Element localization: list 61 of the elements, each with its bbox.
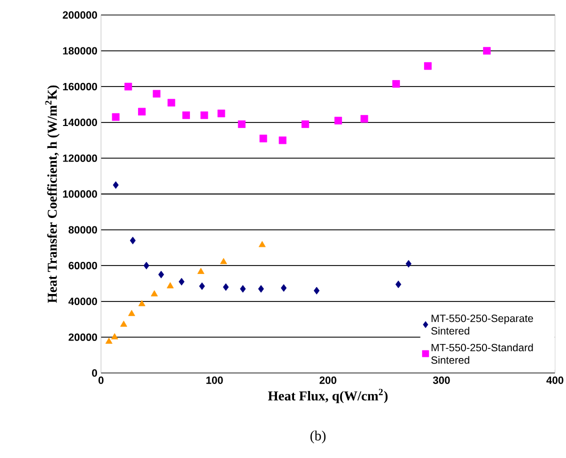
point (168, 98, 176, 107)
point (138, 300, 146, 306)
point (166, 282, 174, 288)
x-tick-label: 0 (98, 376, 104, 384)
point (360, 115, 368, 123)
point (334, 116, 342, 124)
point (150, 290, 158, 296)
point (218, 110, 226, 118)
point (406, 260, 412, 268)
point (200, 111, 208, 120)
y-axis-title: Heat Transfer Coefficient, h (W/m$^{2}$K) (45, 85, 60, 303)
point (120, 320, 128, 327)
point (178, 278, 184, 286)
point (138, 108, 146, 116)
x-tick-label: 200 (320, 376, 336, 384)
point (144, 262, 150, 270)
point (130, 236, 136, 244)
point (222, 283, 229, 291)
point (220, 258, 228, 264)
point (105, 338, 112, 344)
x-tick-label: 100 (206, 376, 223, 384)
point (395, 280, 402, 288)
y-tick-label: 100000 (63, 190, 98, 198)
point (158, 270, 164, 278)
point (424, 62, 432, 70)
legend-label: MT-550-250-Standard Sintered (431, 344, 533, 364)
point (199, 282, 205, 290)
point (483, 46, 491, 55)
y-tick-label: 160000 (63, 82, 98, 90)
point (392, 80, 400, 88)
point (112, 181, 119, 189)
x-tick-label: 400 (546, 376, 564, 384)
point (152, 90, 160, 98)
point (124, 82, 132, 90)
point (112, 113, 120, 121)
point (314, 286, 320, 294)
point (280, 284, 287, 292)
text: (b) (310, 430, 326, 444)
point (258, 285, 264, 293)
point (260, 134, 268, 142)
y-tick-label: 60000 (68, 262, 98, 270)
y-tick-label: 20000 (68, 333, 98, 341)
point (128, 310, 136, 316)
y-tick-label: 200000 (62, 11, 98, 19)
point (111, 333, 118, 340)
point (238, 120, 246, 128)
point (302, 120, 310, 128)
point (182, 111, 190, 120)
y-tick-label: 0 (92, 369, 98, 377)
y-tick-label: 120000 (63, 154, 98, 162)
x-tick-label: 300 (432, 376, 450, 384)
y-tick-label: 80000 (68, 226, 98, 234)
y-tick-label: 140000 (63, 118, 98, 126)
y-tick-label: 180000 (63, 47, 98, 55)
x-axis-title: Heat Flux, q(W/cm$^{2}$) (268, 388, 388, 404)
y-tick-label: 40000 (68, 298, 98, 306)
legend-label: MT-550-250-Separate Sintered (431, 314, 534, 335)
point (240, 285, 246, 293)
point (197, 268, 204, 274)
point (258, 241, 266, 248)
point (278, 136, 286, 144)
